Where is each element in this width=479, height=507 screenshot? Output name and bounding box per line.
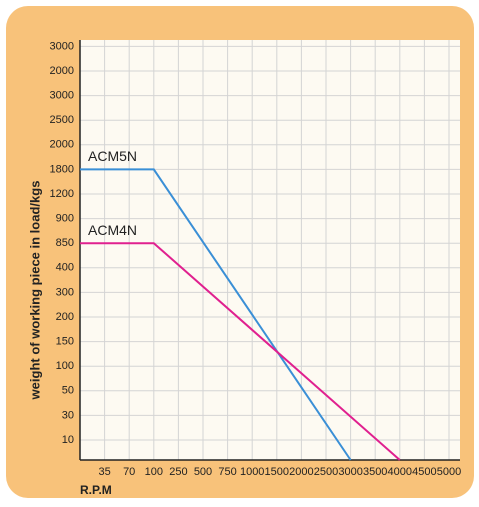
y-tick-label: 850 bbox=[56, 237, 74, 249]
y-tick-label: 900 bbox=[56, 213, 74, 225]
x-tick-label: 1500 bbox=[265, 466, 289, 478]
series-label: ACM4N bbox=[88, 222, 137, 238]
x-tick-label: 70 bbox=[123, 466, 135, 478]
y-tick-label: 30 bbox=[62, 409, 74, 421]
x-tick-label: 3500 bbox=[363, 466, 387, 478]
x-tick-label: 35 bbox=[98, 466, 110, 478]
y-tick-label: 3000 bbox=[50, 90, 74, 102]
x-tick-label: 5000 bbox=[437, 466, 461, 478]
y-tick-label: 400 bbox=[56, 262, 74, 274]
x-tick-label: 100 bbox=[145, 466, 163, 478]
plot-area bbox=[80, 40, 460, 460]
x-tick-label: 1000 bbox=[240, 466, 264, 478]
x-tick-label: 2500 bbox=[314, 466, 338, 478]
y-tick-label: 3000 bbox=[50, 40, 74, 52]
y-tick-label: 2000 bbox=[50, 139, 74, 151]
x-tick-label: 250 bbox=[169, 466, 187, 478]
x-axis-label: R.P.M bbox=[80, 483, 112, 497]
y-tick-label: 50 bbox=[62, 385, 74, 397]
x-tick-label: 2000 bbox=[289, 466, 313, 478]
x-tick-label: 750 bbox=[218, 466, 236, 478]
y-axis-label: weight of working piece in load/kgs bbox=[27, 181, 42, 401]
series-label: ACM5N bbox=[88, 148, 137, 164]
series-line bbox=[80, 168, 352, 461]
y-tick-label: 1800 bbox=[50, 163, 74, 175]
x-tick-label: 4000 bbox=[388, 466, 412, 478]
y-tick-label: 2000 bbox=[50, 65, 74, 77]
y-tick-label: 300 bbox=[56, 286, 74, 298]
y-tick-label: 200 bbox=[56, 311, 74, 323]
series-line bbox=[80, 242, 401, 461]
y-tick-label: 10 bbox=[62, 434, 74, 446]
x-tick-label: 500 bbox=[194, 466, 212, 478]
x-tick-label: 4500 bbox=[412, 466, 436, 478]
y-tick-label: 100 bbox=[56, 360, 74, 372]
y-tick-label: 1200 bbox=[50, 188, 74, 200]
y-tick-label: 2500 bbox=[50, 114, 74, 126]
x-tick-label: 3000 bbox=[338, 466, 362, 478]
y-tick-label: 150 bbox=[56, 336, 74, 348]
